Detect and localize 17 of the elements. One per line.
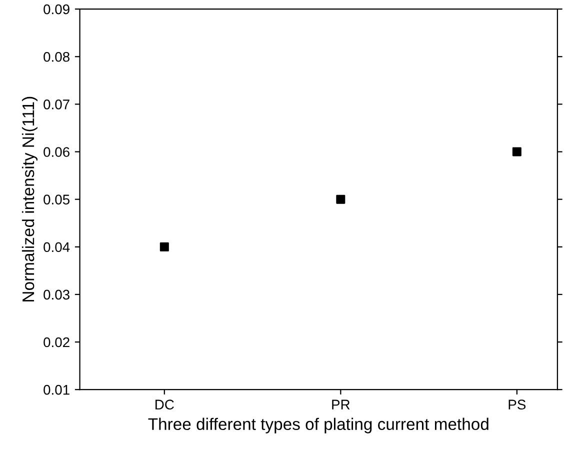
point [512,147,522,156]
x-tick-label: DC [156,400,174,410]
y-tick-label: 0.06 [44,147,70,157]
y-tick-label: 0.01 [44,384,70,395]
y-tick-label: 0.02 [44,337,70,348]
y-axis-title: Normalized intensity Ni(111) [22,96,38,302]
y-tick-label: 0.09 [44,4,70,14]
y-tick-label: 0.08 [44,52,70,62]
y-tick-label: 0.03 [44,290,70,300]
x-axis-title: Three different types of plating current method [148,418,488,434]
x-tick-label: PS [508,400,526,410]
point [336,194,346,204]
x-tick-label: PR [332,400,350,410]
y-tick-label: 0.04 [44,242,70,252]
y-tick-label: 0.05 [44,194,70,204]
point [160,242,169,252]
y-tick-label: 0.07 [44,100,70,110]
